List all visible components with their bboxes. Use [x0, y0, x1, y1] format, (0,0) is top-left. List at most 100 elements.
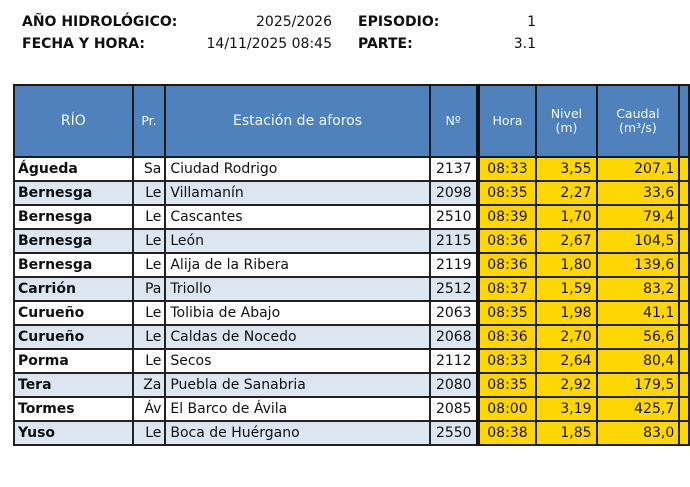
- cell-caudal: 79,4: [595, 204, 681, 230]
- cell-hora: 08:37: [475, 276, 538, 302]
- cell-hora: 08:33: [475, 156, 538, 182]
- cell-estacion: León: [164, 228, 431, 254]
- cell-hora: 08:36: [475, 324, 538, 350]
- table-row: Bernesga Le Cascantes 2510 08:39 1,70 79…: [13, 204, 690, 230]
- cell-nivel: 3,19: [535, 396, 598, 422]
- cell-truncated: [678, 228, 690, 254]
- table-row: Porma Le Secos 2112 08:33 2,64 80,4: [13, 348, 690, 374]
- cell-estacion: Alija de la Ribera: [164, 252, 431, 278]
- cell-truncated: [678, 252, 690, 278]
- cell-hora: 08:35: [475, 300, 538, 326]
- cell-estacion: Puebla de Sanabria: [164, 372, 431, 398]
- cell-truncated: [678, 276, 690, 302]
- cell-truncated: [678, 204, 690, 230]
- cell-hora: 08:36: [475, 228, 538, 254]
- cell-truncated: [678, 396, 690, 422]
- table-row: Yuso Le Boca de Huérgano 2550 08:38 1,85…: [13, 420, 690, 446]
- cell-provincia: Pa: [131, 276, 167, 302]
- cell-nivel: 3,55: [535, 156, 598, 182]
- cell-estacion: Secos: [164, 348, 431, 374]
- cell-provincia: Le: [131, 300, 167, 326]
- cell-provincia: Le: [131, 420, 167, 446]
- cell-nivel: 2,92: [535, 372, 598, 398]
- cell-estacion: Triollo: [164, 276, 431, 302]
- cell-hora: 08:38: [475, 420, 538, 446]
- cell-rio: Bernesga: [13, 204, 134, 230]
- cell-caudal: 33,6: [595, 180, 681, 206]
- cell-rio: Carrión: [13, 276, 134, 302]
- cell-hora: 08:36: [475, 252, 538, 278]
- table-row: Tormes Áv El Barco de Ávila 2085 08:00 3…: [13, 396, 690, 422]
- hydro-year-label: AÑO HIDROLÓGICO:: [22, 14, 178, 30]
- cell-numero: 2080: [428, 372, 479, 398]
- cell-truncated: [678, 420, 690, 446]
- datetime-value: 14/11/2025 08:45: [206, 36, 333, 52]
- col-header-estacion: Estación de aforos: [164, 84, 431, 158]
- cell-caudal: 139,6: [595, 252, 681, 278]
- cell-caudal: 80,4: [595, 348, 681, 374]
- cell-nivel: 2,67: [535, 228, 598, 254]
- cell-nivel: 1,59: [535, 276, 598, 302]
- cell-provincia: Le: [131, 348, 167, 374]
- cell-truncated: [678, 324, 690, 350]
- cell-caudal: 207,1: [595, 156, 681, 182]
- nivel-label: Nivel: [550, 106, 583, 121]
- cell-rio: Bernesga: [13, 180, 134, 206]
- datetime-label: FECHA Y HORA:: [22, 36, 145, 52]
- cell-numero: 2098: [428, 180, 479, 206]
- part-value: 3.1: [513, 36, 536, 52]
- table-row: Bernesga Le León 2115 08:36 2,67 104,5: [13, 228, 690, 254]
- cell-truncated: [678, 300, 690, 326]
- cell-numero: 2068: [428, 324, 479, 350]
- cell-rio: Porma: [13, 348, 134, 374]
- caudal-label: Caudal: [616, 106, 660, 121]
- cell-provincia: Le: [131, 204, 167, 230]
- cell-hora: 08:35: [475, 372, 538, 398]
- cell-provincia: Sa: [131, 156, 167, 182]
- col-header-caudal: Caudal (m³/s): [595, 84, 681, 158]
- cell-numero: 2137: [428, 156, 479, 182]
- cell-truncated: [678, 372, 690, 398]
- episode-label: EPISODIO:: [358, 14, 440, 30]
- cell-nivel: 1,70: [535, 204, 598, 230]
- cell-caudal: 104,5: [595, 228, 681, 254]
- cell-nivel: 2,27: [535, 180, 598, 206]
- cell-hora: 08:33: [475, 348, 538, 374]
- col-header-hora: Hora: [475, 84, 538, 158]
- cell-numero: 2112: [428, 348, 479, 374]
- table-row: Águeda Sa Ciudad Rodrigo 2137 08:33 3,55…: [13, 156, 690, 182]
- cell-caudal: 83,0: [595, 420, 681, 446]
- cell-nivel: 1,85: [535, 420, 598, 446]
- cell-rio: Bernesga: [13, 252, 134, 278]
- cell-estacion: Caldas de Nocedo: [164, 324, 431, 350]
- col-header-rio: RÍO: [13, 84, 134, 158]
- cell-numero: 2063: [428, 300, 479, 326]
- cell-numero: 2115: [428, 228, 479, 254]
- cell-nivel: 2,64: [535, 348, 598, 374]
- cell-provincia: Le: [131, 180, 167, 206]
- col-header-truncated: [678, 84, 690, 158]
- table-row: Tera Za Puebla de Sanabria 2080 08:35 2,…: [13, 372, 690, 398]
- col-header-nivel: Nivel (m): [535, 84, 598, 158]
- cell-hora: 08:35: [475, 180, 538, 206]
- table-row: Bernesga Le Alija de la Ribera 2119 08:3…: [13, 252, 690, 278]
- cell-provincia: Za: [131, 372, 167, 398]
- table-row: Bernesga Le Villamanín 2098 08:35 2,27 3…: [13, 180, 690, 206]
- table-header-row: RÍO Pr. Estación de aforos Nº Hora Nivel…: [13, 84, 690, 158]
- cell-numero: 2119: [428, 252, 479, 278]
- cell-estacion: Tolibia de Abajo: [164, 300, 431, 326]
- cell-rio: Tormes: [13, 396, 134, 422]
- nivel-unit: (m): [555, 120, 578, 135]
- cell-provincia: Le: [131, 252, 167, 278]
- col-header-numero: Nº: [428, 84, 479, 158]
- hydro-year-value: 2025/2026: [256, 14, 332, 30]
- cell-caudal: 41,1: [595, 300, 681, 326]
- cell-numero: 2510: [428, 204, 479, 230]
- cell-provincia: Le: [131, 228, 167, 254]
- cell-nivel: 2,70: [535, 324, 598, 350]
- cell-estacion: El Barco de Ávila: [164, 396, 431, 422]
- cell-numero: 2085: [428, 396, 479, 422]
- col-header-provincia: Pr.: [131, 84, 167, 158]
- episode-value: 1: [527, 14, 536, 30]
- cell-numero: 2512: [428, 276, 479, 302]
